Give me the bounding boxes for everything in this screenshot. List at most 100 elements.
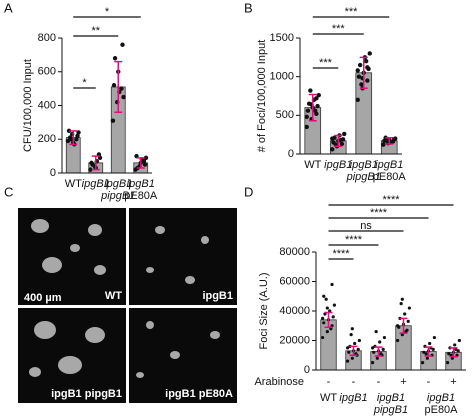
data-point (355, 68, 360, 73)
data-point (76, 130, 81, 135)
data-point (331, 315, 335, 319)
data-point (68, 137, 74, 142)
significance-label: ** (91, 25, 100, 37)
x-tick-label: - (427, 376, 431, 388)
data-point (400, 297, 404, 301)
y-tick-label: 0 (50, 167, 56, 179)
y-tick-label: 1000 (270, 71, 294, 83)
data-point (330, 136, 335, 141)
micrograph-label: ipgB1 pE80A (165, 388, 233, 400)
data-point (356, 347, 360, 351)
significance-label: *** (319, 57, 333, 69)
x-tick-label: ipgB1 (350, 159, 378, 171)
data-point (372, 350, 376, 354)
data-point (381, 142, 386, 147)
data-point (447, 352, 451, 356)
y-tick-label: 0 (288, 148, 294, 160)
data-point (431, 347, 435, 351)
data-point (304, 114, 309, 120)
data-point (338, 137, 343, 143)
scale-bar-label: 400 µm (24, 292, 62, 304)
panel-label: B (244, 0, 253, 15)
x-row-label: Arabinose (254, 376, 304, 388)
data-point (365, 65, 370, 70)
data-point (312, 108, 318, 113)
data-point (374, 330, 378, 334)
micrograph-label: ipgB1 pipgB1 (51, 388, 122, 400)
significance-label: ns (360, 220, 372, 232)
data-point (356, 74, 362, 79)
error-bar (324, 311, 333, 328)
data-point (421, 361, 425, 365)
data-point (304, 124, 309, 130)
data-point (357, 338, 361, 343)
error-bar (349, 345, 358, 356)
data-point (315, 103, 320, 109)
data-point (428, 341, 432, 346)
foci (29, 219, 220, 378)
data-point (350, 356, 354, 360)
x-tick-label: + (450, 376, 456, 388)
error-bar (114, 60, 123, 113)
data-point (456, 349, 460, 353)
significance-label: **** (332, 248, 350, 260)
data-point (353, 341, 357, 346)
data-point (432, 335, 436, 340)
data-point (384, 138, 390, 143)
significance-label: **** (370, 207, 388, 219)
data-point (375, 356, 379, 360)
y-tick-label: 80000 (279, 246, 310, 258)
data-point (321, 335, 325, 340)
error-bar (424, 346, 433, 357)
data-point (347, 350, 351, 354)
data-point (110, 118, 116, 123)
y-tick-label: 600 (38, 66, 56, 78)
x-tick-label: ipgB1 (375, 159, 403, 171)
data-point (457, 338, 461, 343)
significance-label: * (82, 77, 87, 89)
data-point (75, 133, 80, 139)
error-bar (69, 130, 78, 146)
x-tick-label: + (400, 376, 406, 388)
data-point (332, 303, 336, 307)
x-tick-label: WT (65, 178, 82, 190)
data-point (396, 324, 400, 328)
data-point (119, 86, 124, 91)
error-bar (385, 137, 394, 145)
y-tick-label: 800 (38, 32, 56, 44)
significance-label: *** (332, 23, 346, 35)
y-tick-label: 0 (304, 364, 310, 376)
data-point (396, 338, 400, 343)
x-tick-label: pE80A (124, 190, 158, 202)
data-point (143, 155, 149, 161)
error-bar (399, 317, 408, 334)
data-point (446, 361, 450, 365)
x-tick-label: - (327, 376, 331, 388)
data-point (74, 137, 79, 142)
x-tick-label: ipgB1 (324, 159, 352, 171)
x-tick-label: pipgB1 (100, 190, 135, 202)
data-point (142, 162, 148, 167)
data-point (120, 42, 125, 47)
data-point (425, 356, 429, 360)
y-axis-label: Foci Size (A.U.) (258, 272, 270, 349)
group-label: ipgB1 (377, 392, 405, 404)
group-label: ipgB1 (427, 392, 455, 404)
group-label: ipgB1 (339, 392, 367, 404)
significance-label: * (105, 6, 110, 18)
x-tick-label: ipgB1 (127, 178, 155, 190)
data-point (399, 302, 403, 306)
panel-label: C (4, 184, 13, 199)
data-point (121, 94, 126, 100)
group-label: pipgB1 (373, 404, 408, 416)
x-tick-label: pipgB1 (346, 171, 381, 183)
y-tick-label: 1500 (270, 32, 294, 44)
data-point (371, 361, 375, 365)
data-point (350, 327, 354, 331)
data-point (112, 56, 118, 61)
x-tick-label: WT (304, 159, 321, 171)
micrograph-label: WT (105, 290, 122, 302)
micrograph-label: ipgB1 (202, 290, 233, 302)
x-tick-label: ipgB1 (82, 178, 110, 190)
y-tick-label: 400 (38, 99, 56, 111)
